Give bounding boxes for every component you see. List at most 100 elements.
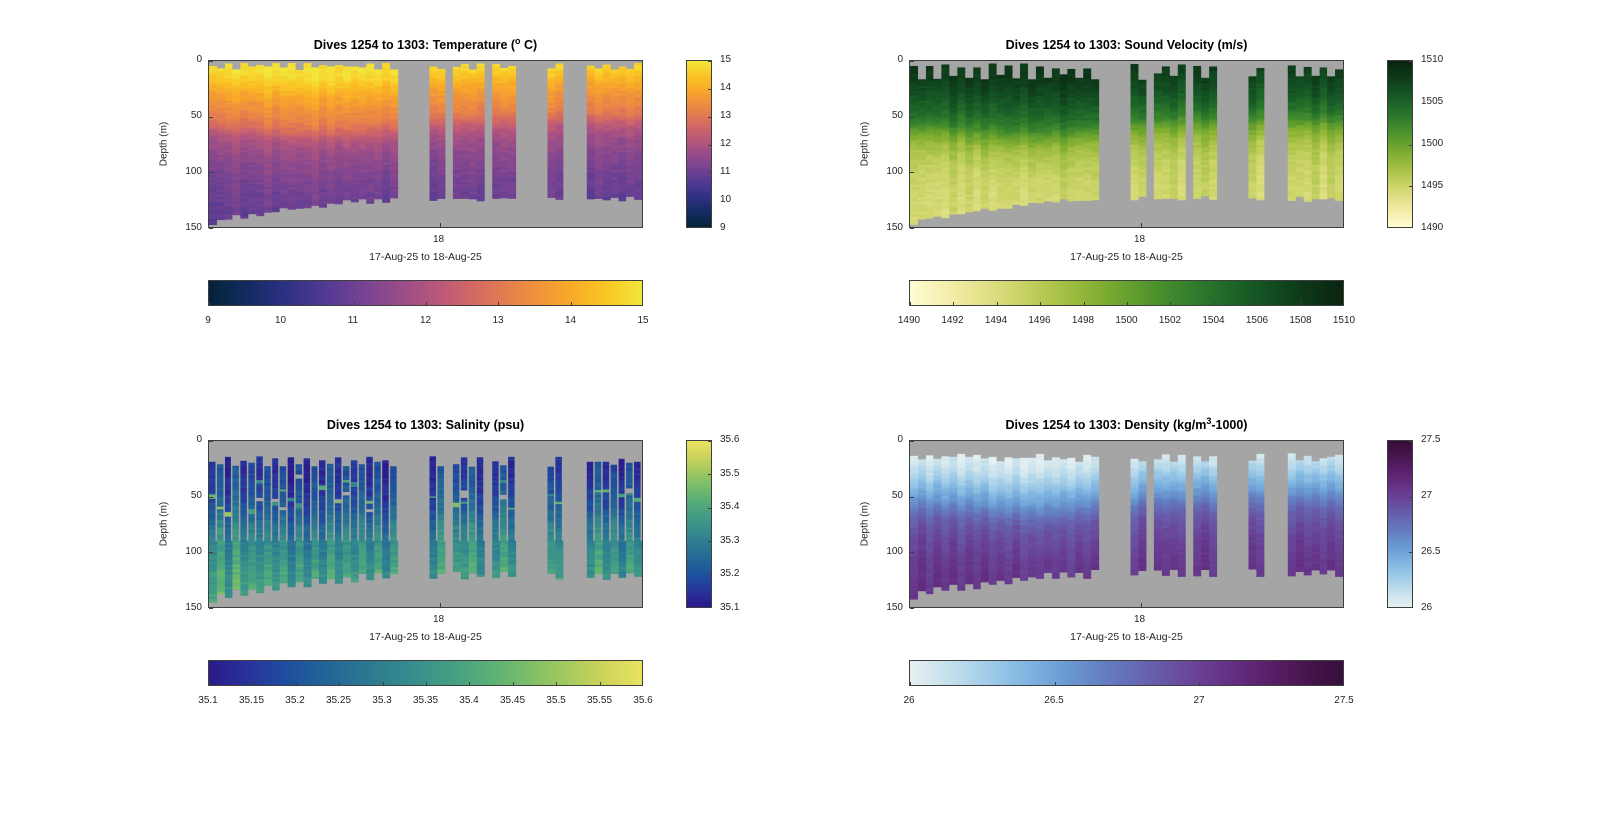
vertical-colorbar-tick-mark (1409, 227, 1412, 228)
y-tick-label: 50 (891, 490, 903, 501)
y-axis-tick-mark (209, 172, 213, 173)
horizontal-colorbar-tick-mark (1199, 682, 1200, 685)
subplot-salinity: Dives 1254 to 1303: Salinity (psu) Depth… (152, 414, 772, 730)
vertical-colorbar-tick-label: 9 (720, 222, 726, 233)
horizontal-colorbar-tick-mark (426, 682, 427, 685)
horizontal-colorbar (909, 660, 1344, 686)
horizontal-colorbar-tick-label: 13 (492, 315, 504, 326)
horizontal-colorbar-tick-mark (281, 302, 282, 305)
horizontal-colorbar-tick-mark (1055, 682, 1056, 685)
vertical-colorbar-tick-mark (1409, 186, 1412, 187)
vertical-colorbar-tick-label: 1500 (1421, 138, 1444, 149)
horizontal-colorbar-tick-label: 11 (347, 315, 359, 326)
y-axis-tick-mark (209, 441, 213, 442)
horizontal-colorbar-tick-label: 1496 (1028, 315, 1051, 326)
vertical-colorbar-tick-mark (1409, 103, 1412, 104)
y-axis-label: Depth (m) (859, 501, 871, 547)
heatmap-plot-area (208, 440, 643, 609)
plot-title: Dives 1254 to 1303: Sound Velocity (m/s) (909, 36, 1344, 52)
horizontal-colorbar-tick-label: 35.25 (325, 695, 352, 706)
plot-title-text: Dives 1254 to 1303: Density (kg/m (1005, 418, 1207, 433)
horizontal-colorbar-tick-mark (426, 302, 427, 305)
heatmap-canvas (209, 61, 642, 227)
vertical-colorbar-tick-label: 1505 (1421, 96, 1444, 107)
vertical-colorbar-tick-label: 26.5 (1421, 546, 1441, 557)
vertical-colorbar-tick-mark (1409, 61, 1412, 62)
x-axis-label: 17-Aug-25 to 18-Aug-25 (1070, 251, 1183, 263)
vertical-colorbar-tick-mark (1409, 497, 1412, 498)
vertical-colorbar-tick-mark (708, 117, 711, 118)
horizontal-colorbar-tick-label: 9 (205, 315, 211, 326)
horizontal-colorbar-tick-mark (1343, 682, 1344, 685)
horizontal-colorbar-tick-label: 10 (274, 315, 287, 326)
horizontal-colorbar-tick-mark (1170, 302, 1171, 305)
subplot-temperature: Dives 1254 to 1303: Temperature (o C) De… (152, 34, 772, 350)
horizontal-colorbar-tick-label: 35.4 (459, 695, 479, 706)
heatmap-canvas (910, 61, 1343, 227)
horizontal-colorbar-tick-mark (498, 302, 499, 305)
horizontal-colorbar-tick-mark (910, 682, 911, 685)
vertical-colorbar-tick-label: 35.4 (720, 501, 740, 513)
horizontal-colorbar-tick-label: 1504 (1202, 315, 1225, 326)
vertical-colorbar-tick-label: 11 (720, 166, 731, 177)
horizontal-colorbar-tick-mark (556, 682, 557, 685)
plot-title-text: Dives 1254 to 1303: Temperature ( (313, 38, 516, 53)
x-axis-tick-mark (1141, 603, 1142, 607)
horizontal-colorbar-tick-label: 35.3 (372, 695, 392, 706)
vertical-colorbar-tick-label: 35.5 (720, 467, 740, 479)
y-tick-label: 0 (897, 434, 903, 445)
y-tick-label: 0 (897, 54, 903, 65)
horizontal-colorbar-tick-mark (354, 302, 355, 305)
y-axis-tick-mark (209, 117, 213, 118)
y-tick-label: 50 (190, 110, 202, 121)
vertical-colorbar-tick-label: 10 (720, 194, 732, 205)
subplot-sound-velocity: Dives 1254 to 1303: Sound Velocity (m/s)… (853, 34, 1473, 350)
horizontal-colorbar-tick-label: 1508 (1289, 315, 1312, 326)
horizontal-colorbar-canvas (209, 281, 642, 305)
horizontal-colorbar-tick-mark (383, 682, 384, 685)
y-tick-label: 100 (886, 166, 903, 177)
plot-title-text: Dives 1254 to 1303: Salinity (psu) (326, 418, 525, 433)
vertical-colorbar (1387, 440, 1413, 608)
heatmap-canvas (910, 441, 1343, 607)
y-axis-tick-mark (209, 228, 213, 229)
x-axis-label: 17-Aug-25 to 18-Aug-25 (369, 251, 482, 263)
y-axis-tick-mark (910, 61, 914, 62)
vertical-colorbar-tick-label: 26 (1421, 602, 1433, 613)
plot-title: Dives 1254 to 1303: Salinity (psu) (208, 416, 643, 432)
horizontal-colorbar-canvas (910, 281, 1343, 305)
horizontal-colorbar-tick-label: 35.55 (586, 695, 613, 706)
vertical-colorbar-tick-mark (708, 607, 711, 608)
horizontal-colorbar-tick-mark (953, 302, 954, 305)
vertical-colorbar (686, 60, 712, 228)
horizontal-colorbar-tick-mark (252, 682, 253, 685)
vertical-colorbar-tick-label: 13 (720, 110, 732, 121)
vertical-colorbar-canvas (1388, 441, 1412, 607)
horizontal-colorbar-tick-mark (209, 302, 210, 305)
y-tick-label: 150 (185, 602, 202, 613)
horizontal-colorbar-tick-mark (209, 682, 210, 685)
y-tick-label: 150 (886, 222, 903, 233)
vertical-colorbar-tick-mark (1409, 145, 1412, 146)
vertical-colorbar-tick-mark (708, 61, 711, 62)
horizontal-colorbar-tick-label: 26 (903, 695, 915, 706)
y-axis-tick-mark (209, 552, 213, 553)
horizontal-colorbar-canvas (209, 661, 642, 685)
horizontal-colorbar (208, 660, 643, 686)
horizontal-colorbar-tick-label: 35.35 (412, 695, 439, 706)
horizontal-colorbar-tick-mark (339, 682, 340, 685)
x-axis-label: 17-Aug-25 to 18-Aug-25 (1070, 631, 1183, 643)
horizontal-colorbar-tick-label: 35.45 (499, 695, 526, 706)
y-tick-label: 100 (185, 166, 202, 177)
y-tick-label: 50 (891, 110, 903, 121)
vertical-colorbar-tick-label: 1495 (1421, 180, 1444, 191)
horizontal-colorbar-tick-mark (642, 682, 643, 685)
vertical-colorbar-tick-label: 1510 (1421, 54, 1444, 65)
plot-title-text: C) (520, 38, 538, 53)
vertical-colorbar (686, 440, 712, 608)
x-axis-label: 17-Aug-25 to 18-Aug-25 (369, 631, 482, 643)
horizontal-colorbar-tick-mark (513, 682, 514, 685)
horizontal-colorbar-tick-mark (1040, 302, 1041, 305)
horizontal-colorbar-tick-label: 1500 (1115, 315, 1138, 326)
